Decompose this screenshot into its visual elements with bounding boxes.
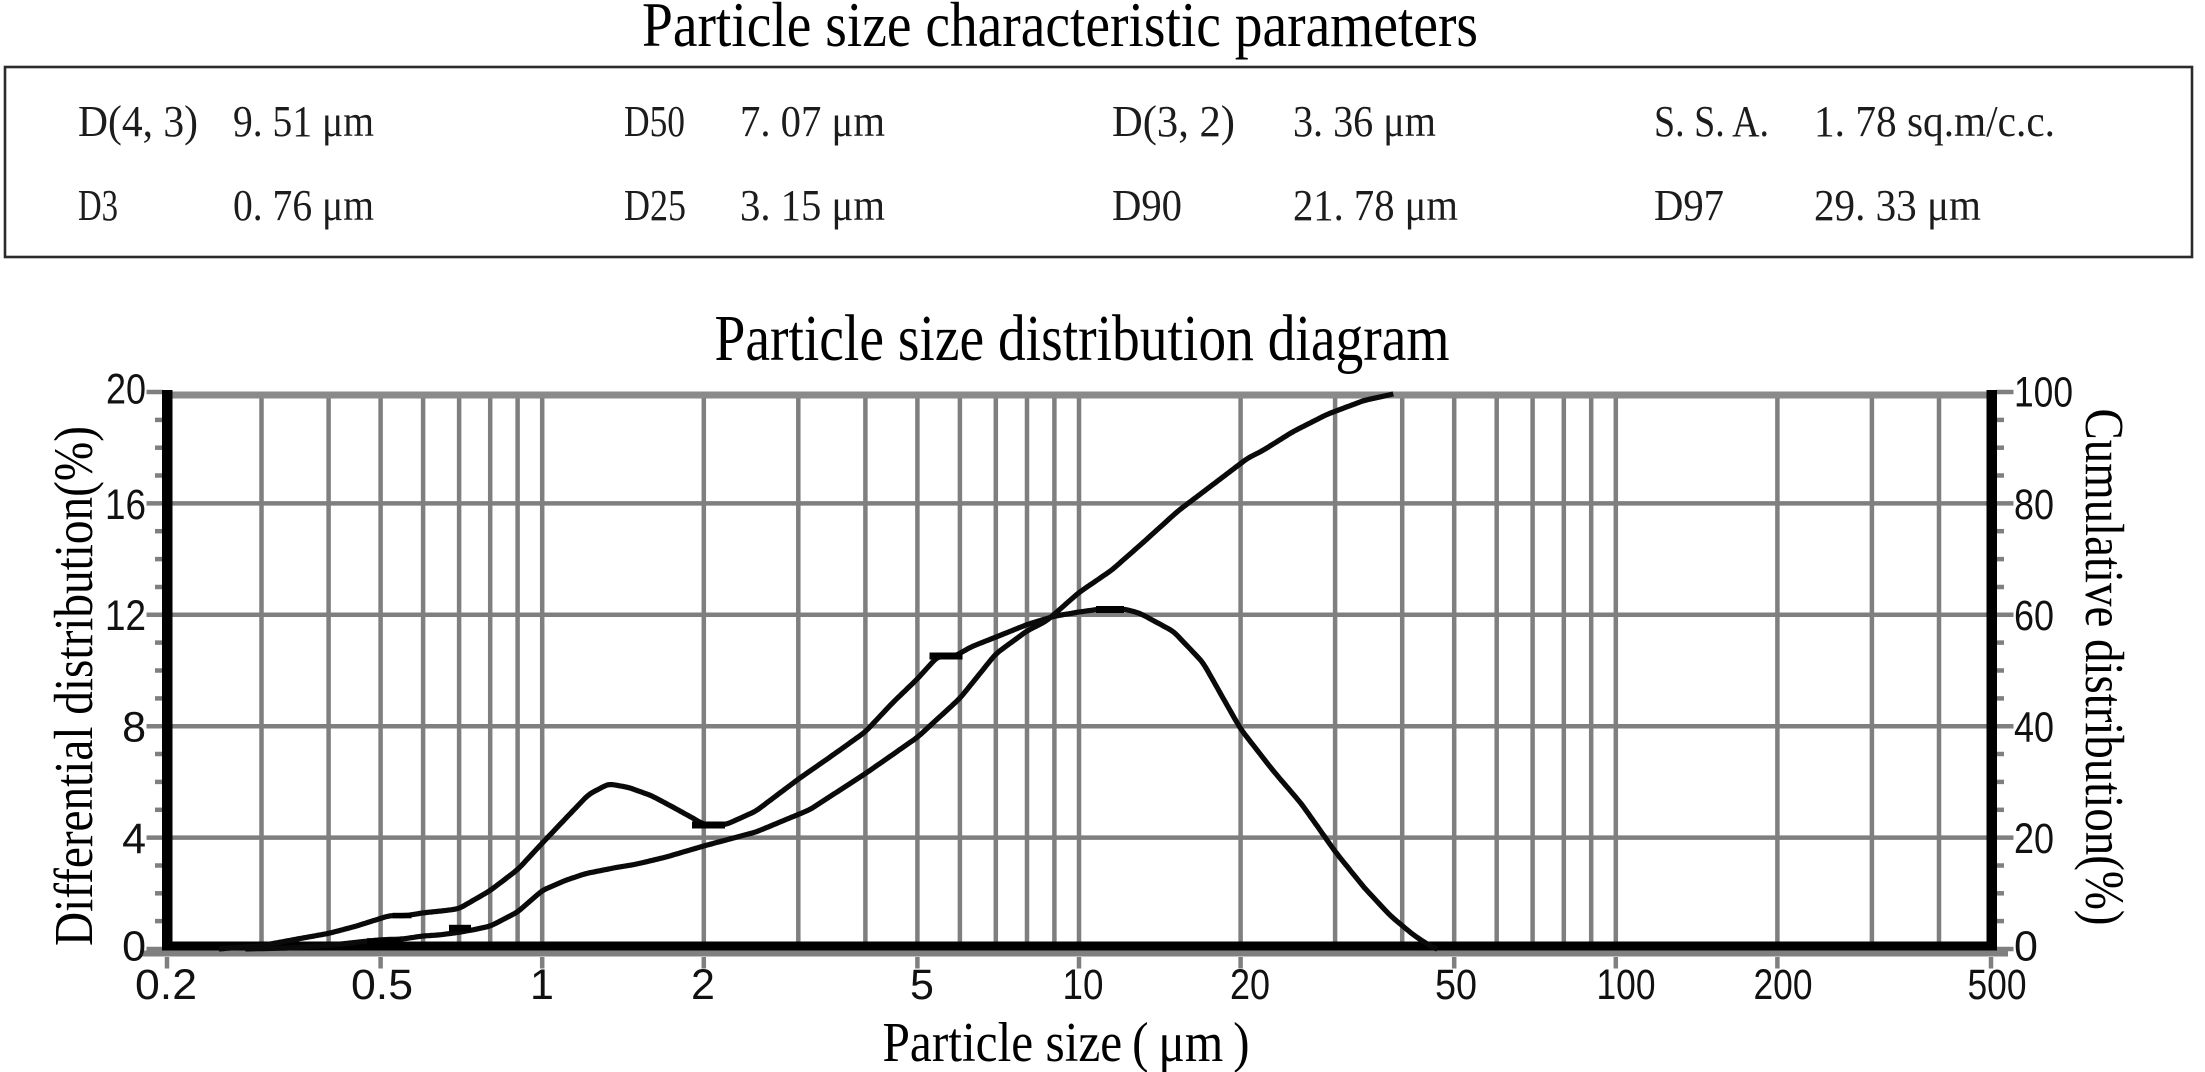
svg-text:12: 12 [105,592,146,640]
svg-text:D3: D3 [78,181,118,230]
svg-text:Particle size ( μm ): Particle size ( μm ) [883,1012,1250,1072]
svg-text:3. 36 μm: 3. 36 μm [1293,97,1436,146]
svg-text:D(4, 3): D(4, 3) [78,97,198,146]
svg-text:Differential distribution(%): Differential distribution(%) [43,426,104,946]
svg-text:2: 2 [691,961,715,1009]
svg-text:Particle size distribution dia: Particle size distribution diagram [715,302,1450,375]
svg-text:S. S. A.: S. S. A. [1654,97,1769,146]
svg-text:0. 76 μm: 0. 76 μm [233,181,374,230]
svg-text:100: 100 [1597,961,1656,1009]
svg-text:4: 4 [122,815,146,863]
svg-text:D50: D50 [624,97,685,146]
svg-text:0: 0 [2014,922,2038,970]
svg-text:500: 500 [1968,961,2027,1009]
svg-text:D(3, 2): D(3, 2) [1112,97,1235,146]
svg-text:40: 40 [2014,704,2054,752]
svg-text:200: 200 [1754,961,1813,1009]
svg-text:0.5: 0.5 [351,961,413,1009]
svg-text:21. 78 μm: 21. 78 μm [1293,181,1458,230]
svg-text:20: 20 [1230,961,1270,1009]
svg-text:9. 51 μm: 9. 51 μm [233,97,374,146]
svg-text:50: 50 [1435,961,1477,1009]
svg-text:20: 20 [106,365,146,413]
svg-text:Particle size characteristic p: Particle size characteristic parameters [642,0,1478,60]
svg-text:3. 15 μm: 3. 15 μm [740,181,885,230]
svg-text:0: 0 [122,922,146,970]
svg-text:0.2: 0.2 [135,961,197,1009]
svg-text:D90: D90 [1112,181,1182,230]
svg-text:1: 1 [530,961,554,1009]
svg-text:1. 78 sq.m/c.c.: 1. 78 sq.m/c.c. [1814,97,2055,146]
svg-text:60: 60 [2014,592,2054,640]
svg-text:29. 33 μm: 29. 33 μm [1814,181,1981,230]
svg-text:D97: D97 [1654,181,1724,230]
svg-text:8: 8 [122,704,146,752]
svg-text:5: 5 [910,961,934,1009]
svg-text:D25: D25 [624,181,686,230]
svg-text:7. 07 μm: 7. 07 μm [740,97,885,146]
svg-text:16: 16 [105,481,146,529]
svg-text:80: 80 [2014,481,2054,529]
svg-text:100: 100 [2014,368,2073,416]
svg-text:20: 20 [2014,815,2054,863]
svg-text:10: 10 [1063,961,1104,1009]
svg-text:Cumulative distribution(%): Cumulative distribution(%) [2074,409,2135,926]
